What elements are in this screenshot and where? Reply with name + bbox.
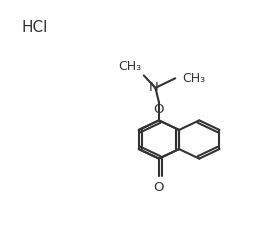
Text: CH₃: CH₃ — [182, 72, 205, 85]
Text: HCl: HCl — [22, 20, 48, 34]
Text: N: N — [149, 81, 159, 94]
Text: O: O — [154, 103, 164, 116]
Text: O: O — [154, 181, 164, 194]
Text: CH₃: CH₃ — [118, 60, 141, 73]
